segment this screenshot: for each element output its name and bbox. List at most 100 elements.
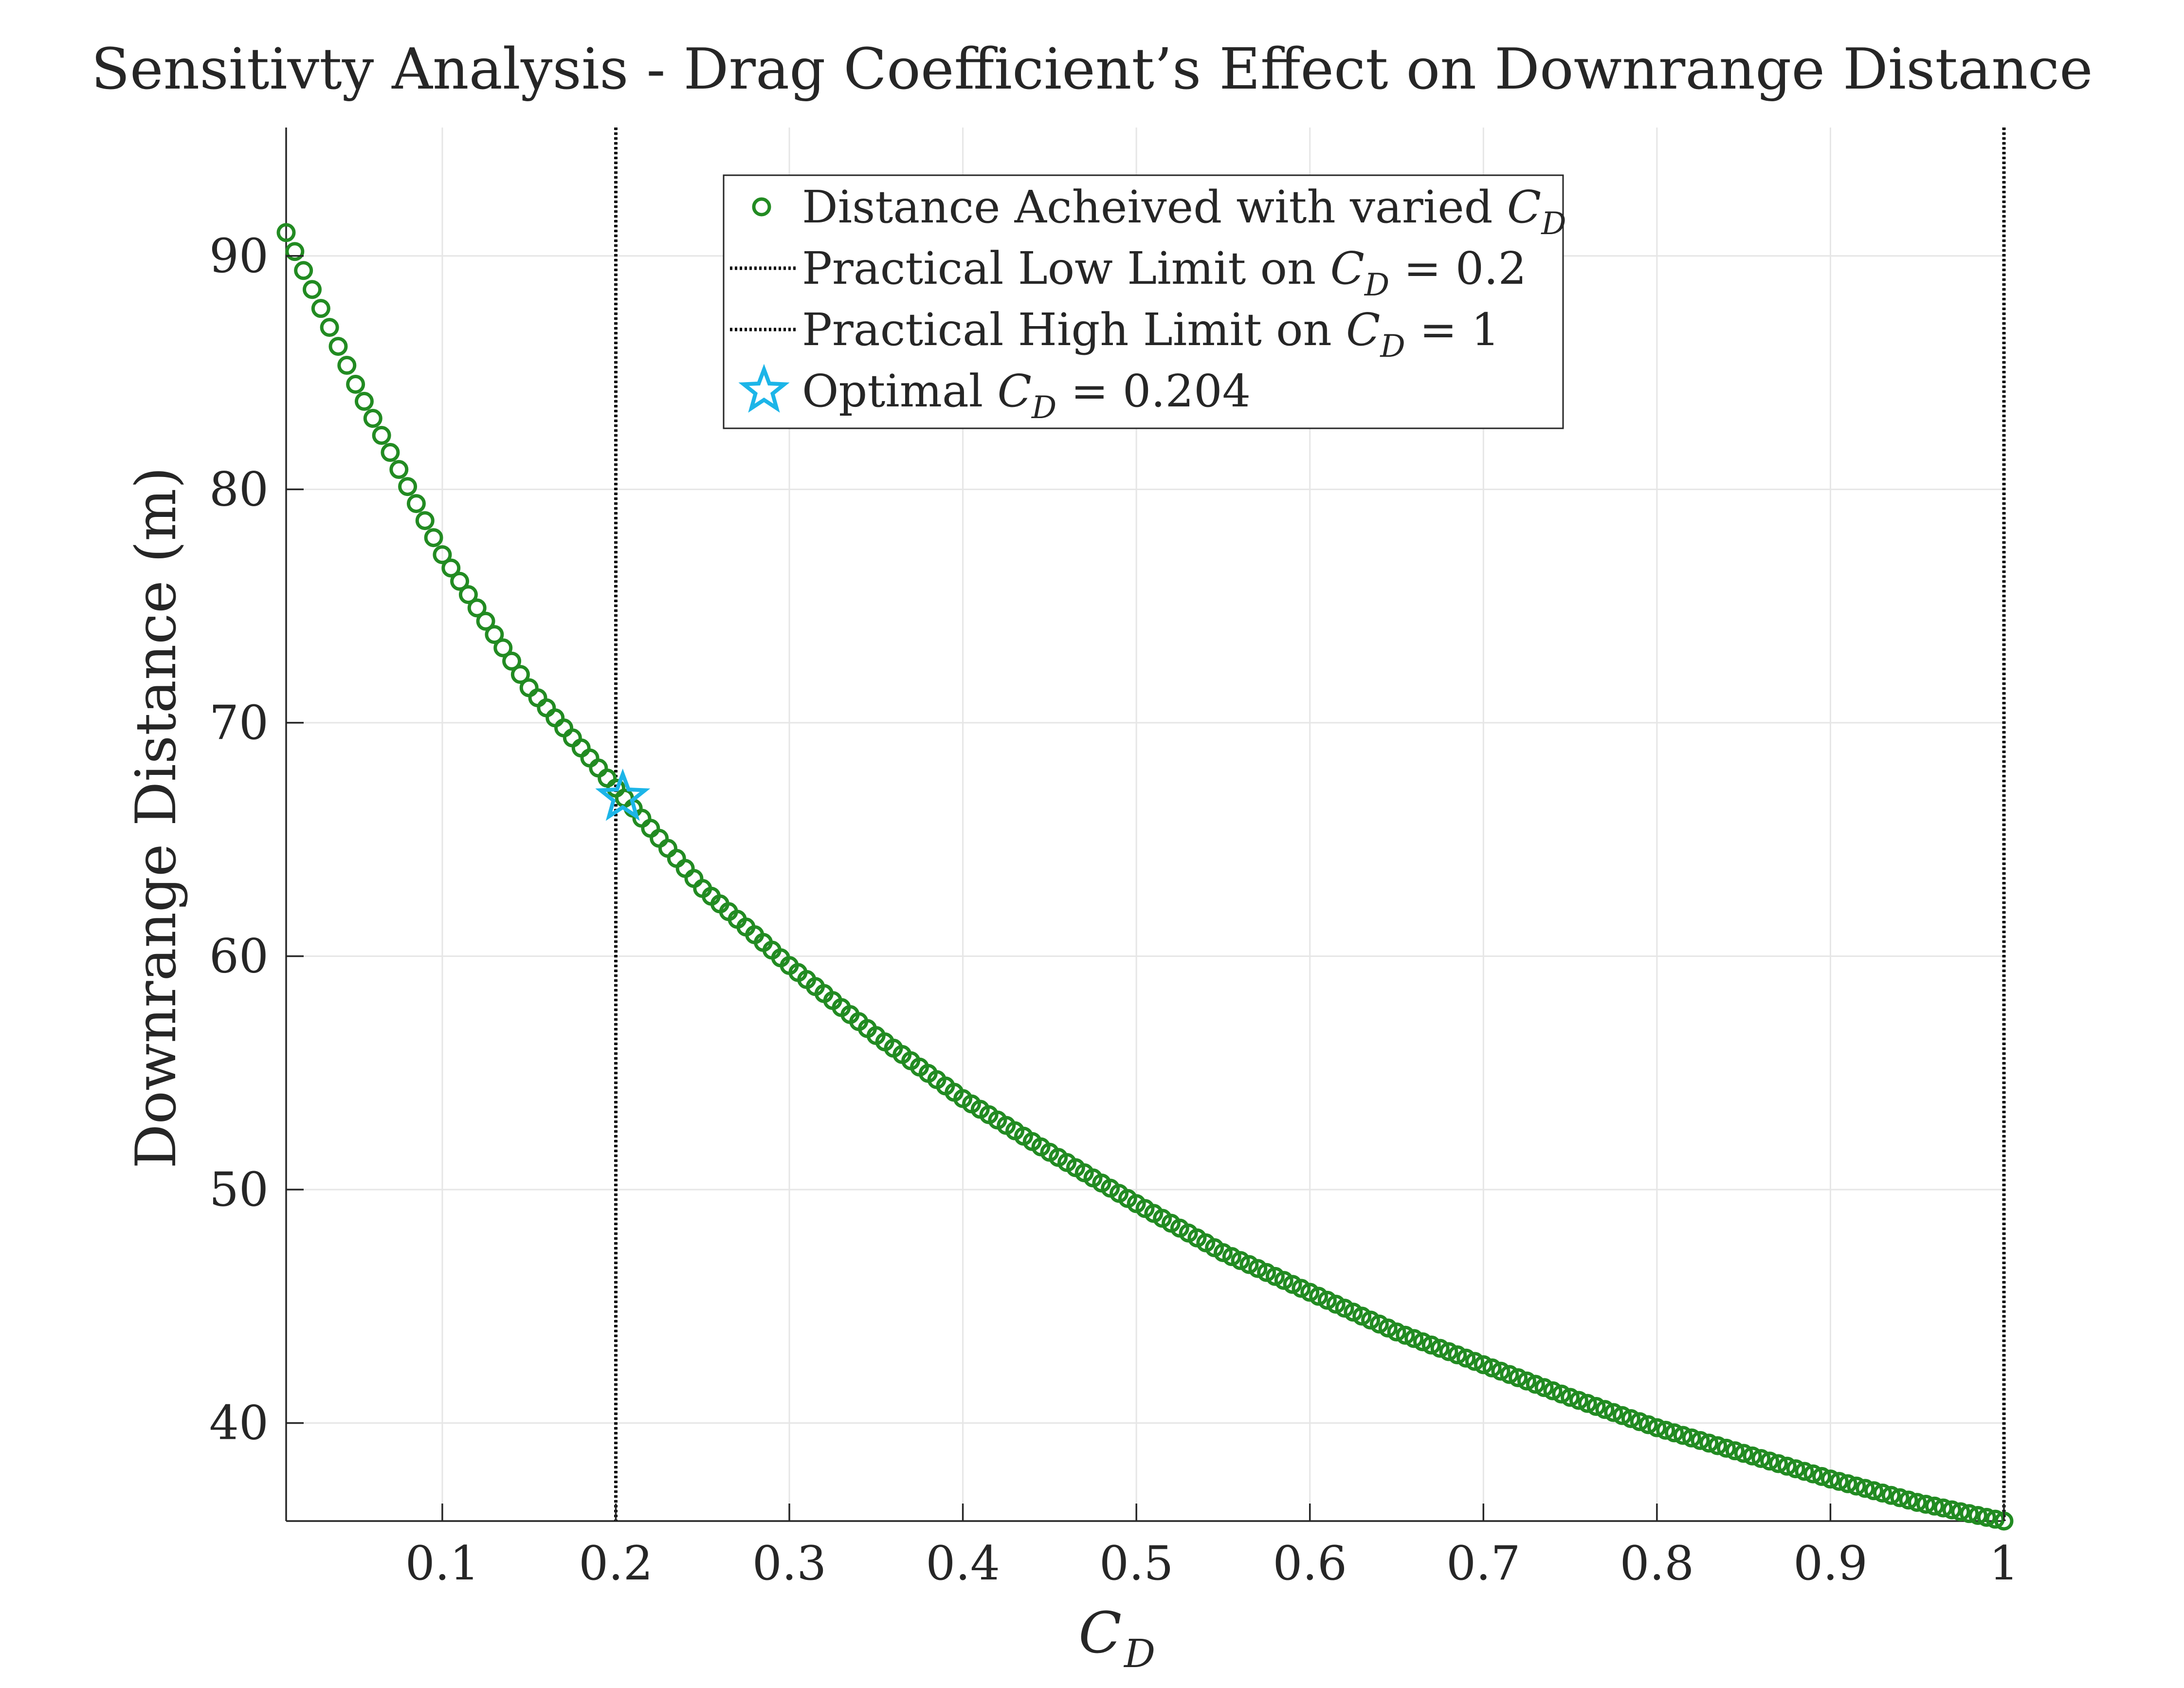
- data-point: [354, 392, 374, 411]
- data-point: [1968, 1505, 1988, 1525]
- y-tick-label: 40: [209, 1396, 269, 1450]
- data-point: [1925, 1496, 1944, 1516]
- axes-layer: [285, 128, 2004, 1522]
- data-points-layer: [276, 223, 2014, 1531]
- legend-entry-math-rest: = 1: [1405, 304, 1500, 356]
- data-point: [1534, 1378, 1554, 1397]
- x-axis-label-base: C: [1078, 1600, 1122, 1666]
- optimal-point-star: [595, 769, 651, 821]
- data-point: [1430, 1339, 1450, 1358]
- y-tick-label: 70: [209, 696, 269, 750]
- data-point: [510, 665, 530, 684]
- data-point: [467, 598, 487, 618]
- y-tick-label: 90: [209, 229, 269, 283]
- data-point: [450, 571, 470, 591]
- x-tick-label: 0.6: [1273, 1536, 1347, 1591]
- legend-entry-label: Optimal: [802, 365, 997, 417]
- legend-entry-math-sub: D: [1364, 267, 1389, 303]
- legend-star-marker: [738, 364, 790, 413]
- data-point: [1387, 1322, 1406, 1342]
- y-axis-label: Downrange Distance (m): [124, 467, 188, 1169]
- legend-entry-label: Practical Low Limit on: [802, 242, 1330, 294]
- data-point: [328, 337, 348, 356]
- data-point: [363, 409, 382, 428]
- data-point: [493, 638, 513, 658]
- data-point: [1820, 1469, 1840, 1489]
- optimal-layer: [595, 769, 651, 821]
- data-point: [1725, 1441, 1745, 1461]
- data-point: [1838, 1474, 1857, 1493]
- data-point: [1682, 1428, 1701, 1448]
- data-point: [1647, 1418, 1667, 1437]
- data-point: [1595, 1400, 1615, 1419]
- x-axis-label-sub: D: [1123, 1631, 1155, 1676]
- legend-entry-text: Distance Acheived with varied CD: [802, 181, 1566, 242]
- data-point: [1812, 1467, 1832, 1486]
- data-point: [415, 511, 435, 531]
- data-point: [389, 460, 409, 479]
- data-point: [276, 223, 296, 242]
- data-point: [1439, 1342, 1458, 1361]
- data-point: [424, 528, 443, 548]
- data-point: [1768, 1454, 1788, 1473]
- data-point: [433, 545, 452, 565]
- data-point: [1396, 1325, 1415, 1345]
- legend: Distance Acheived with varied CDPractica…: [723, 174, 1566, 429]
- data-point: [1856, 1479, 1875, 1498]
- data-point: [372, 426, 391, 445]
- data-point: [1873, 1483, 1892, 1503]
- data-point: [285, 242, 305, 261]
- data-point: [1708, 1436, 1728, 1455]
- data-point: [346, 375, 365, 394]
- y-tick-label: 80: [209, 462, 269, 516]
- data-point: [1656, 1420, 1675, 1440]
- data-point: [1777, 1456, 1797, 1476]
- data-point: [1630, 1412, 1649, 1431]
- data-point: [1509, 1368, 1528, 1388]
- legend-circle-marker: [752, 197, 771, 217]
- legend-entry-math-rest: = 0.204: [1056, 365, 1251, 417]
- legend-entry-label: Distance Acheived with varied: [802, 181, 1507, 233]
- data-point: [1829, 1471, 1849, 1491]
- data-point: [1908, 1493, 1927, 1512]
- data-point: [398, 477, 418, 496]
- legend-entry-math-base: C: [1330, 242, 1364, 294]
- data-point: [1899, 1490, 1918, 1510]
- data-point: [1586, 1397, 1606, 1416]
- data-point: [302, 280, 322, 299]
- data-point: [1421, 1335, 1441, 1355]
- data-point: [1500, 1365, 1519, 1384]
- x-tick-label: 0.8: [1620, 1536, 1694, 1591]
- data-point: [1491, 1361, 1511, 1381]
- legend-entry-text: Optimal CD = 0.204: [802, 365, 1251, 426]
- x-tick-label: 0.2: [579, 1536, 653, 1591]
- data-point: [381, 443, 400, 462]
- data-point: [1561, 1388, 1580, 1407]
- data-point: [1890, 1488, 1910, 1507]
- data-point: [1734, 1444, 1753, 1463]
- data-point: [1638, 1415, 1658, 1434]
- data-point: [1760, 1451, 1780, 1471]
- data-point: [1942, 1500, 1962, 1520]
- legend-entry-math-base: C: [1346, 304, 1380, 356]
- ticks-layer: 0.1 0.2 0.3 0.4 0.5 0.6 0.7 0.8 0.9 1 40 50 60 70 80 90: [209, 229, 2019, 1591]
- x-tick-label: 0.4: [926, 1536, 1000, 1591]
- y-tick-label: 60: [209, 929, 269, 983]
- data-point: [1751, 1449, 1771, 1468]
- x-tick-label: 0.5: [1099, 1536, 1174, 1591]
- data-point: [337, 356, 357, 375]
- reference-lines-layer: [614, 128, 2006, 1521]
- legend-entry-text: Practical Low Limit on CD = 0.2: [802, 242, 1527, 303]
- data-point: [1604, 1403, 1623, 1422]
- legend-entry-label: Practical High Limit on: [802, 304, 1346, 356]
- data-point: [1448, 1345, 1467, 1365]
- x-tick-label: 0.1: [405, 1536, 480, 1591]
- data-point: [1803, 1464, 1823, 1484]
- data-point: [1933, 1498, 1953, 1518]
- data-point: [1673, 1426, 1693, 1445]
- data-point: [406, 494, 426, 514]
- data-point: [1795, 1462, 1814, 1481]
- legend-entry-math-sub: D: [1031, 390, 1056, 426]
- x-tick-label: 0.7: [1446, 1536, 1521, 1591]
